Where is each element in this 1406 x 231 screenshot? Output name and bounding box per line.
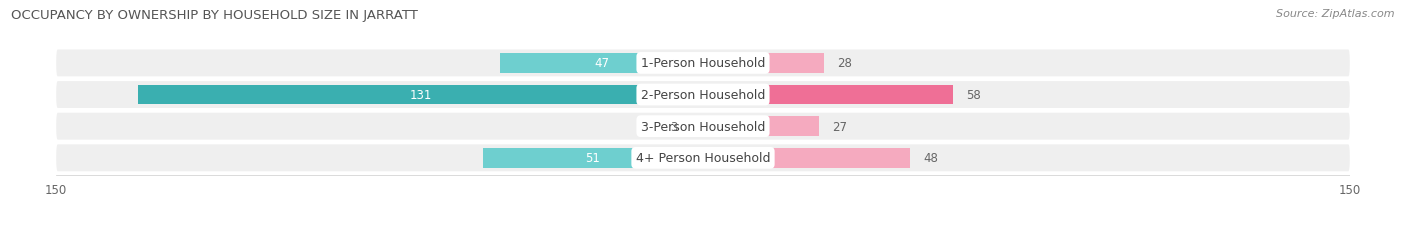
Bar — [484, 148, 703, 168]
Bar — [501, 54, 703, 73]
FancyBboxPatch shape — [56, 113, 1350, 140]
Text: 48: 48 — [922, 152, 938, 165]
Text: 58: 58 — [966, 89, 981, 102]
Bar — [138, 85, 703, 105]
FancyBboxPatch shape — [56, 82, 1350, 109]
Bar — [690, 117, 703, 136]
Text: 47: 47 — [595, 57, 609, 70]
Text: 51: 51 — [586, 152, 600, 165]
Bar — [703, 85, 953, 105]
Text: 4+ Person Household: 4+ Person Household — [636, 152, 770, 165]
Bar — [703, 148, 910, 168]
FancyBboxPatch shape — [56, 50, 1350, 77]
Text: 28: 28 — [837, 57, 852, 70]
Text: 1-Person Household: 1-Person Household — [641, 57, 765, 70]
FancyBboxPatch shape — [56, 145, 1350, 171]
Text: 2-Person Household: 2-Person Household — [641, 89, 765, 102]
Bar — [703, 54, 824, 73]
Text: Source: ZipAtlas.com: Source: ZipAtlas.com — [1277, 9, 1395, 19]
Text: 3-Person Household: 3-Person Household — [641, 120, 765, 133]
Bar — [703, 117, 820, 136]
Text: 27: 27 — [832, 120, 848, 133]
Text: 3: 3 — [669, 120, 678, 133]
Text: OCCUPANCY BY OWNERSHIP BY HOUSEHOLD SIZE IN JARRATT: OCCUPANCY BY OWNERSHIP BY HOUSEHOLD SIZE… — [11, 9, 418, 22]
Text: 131: 131 — [409, 89, 432, 102]
